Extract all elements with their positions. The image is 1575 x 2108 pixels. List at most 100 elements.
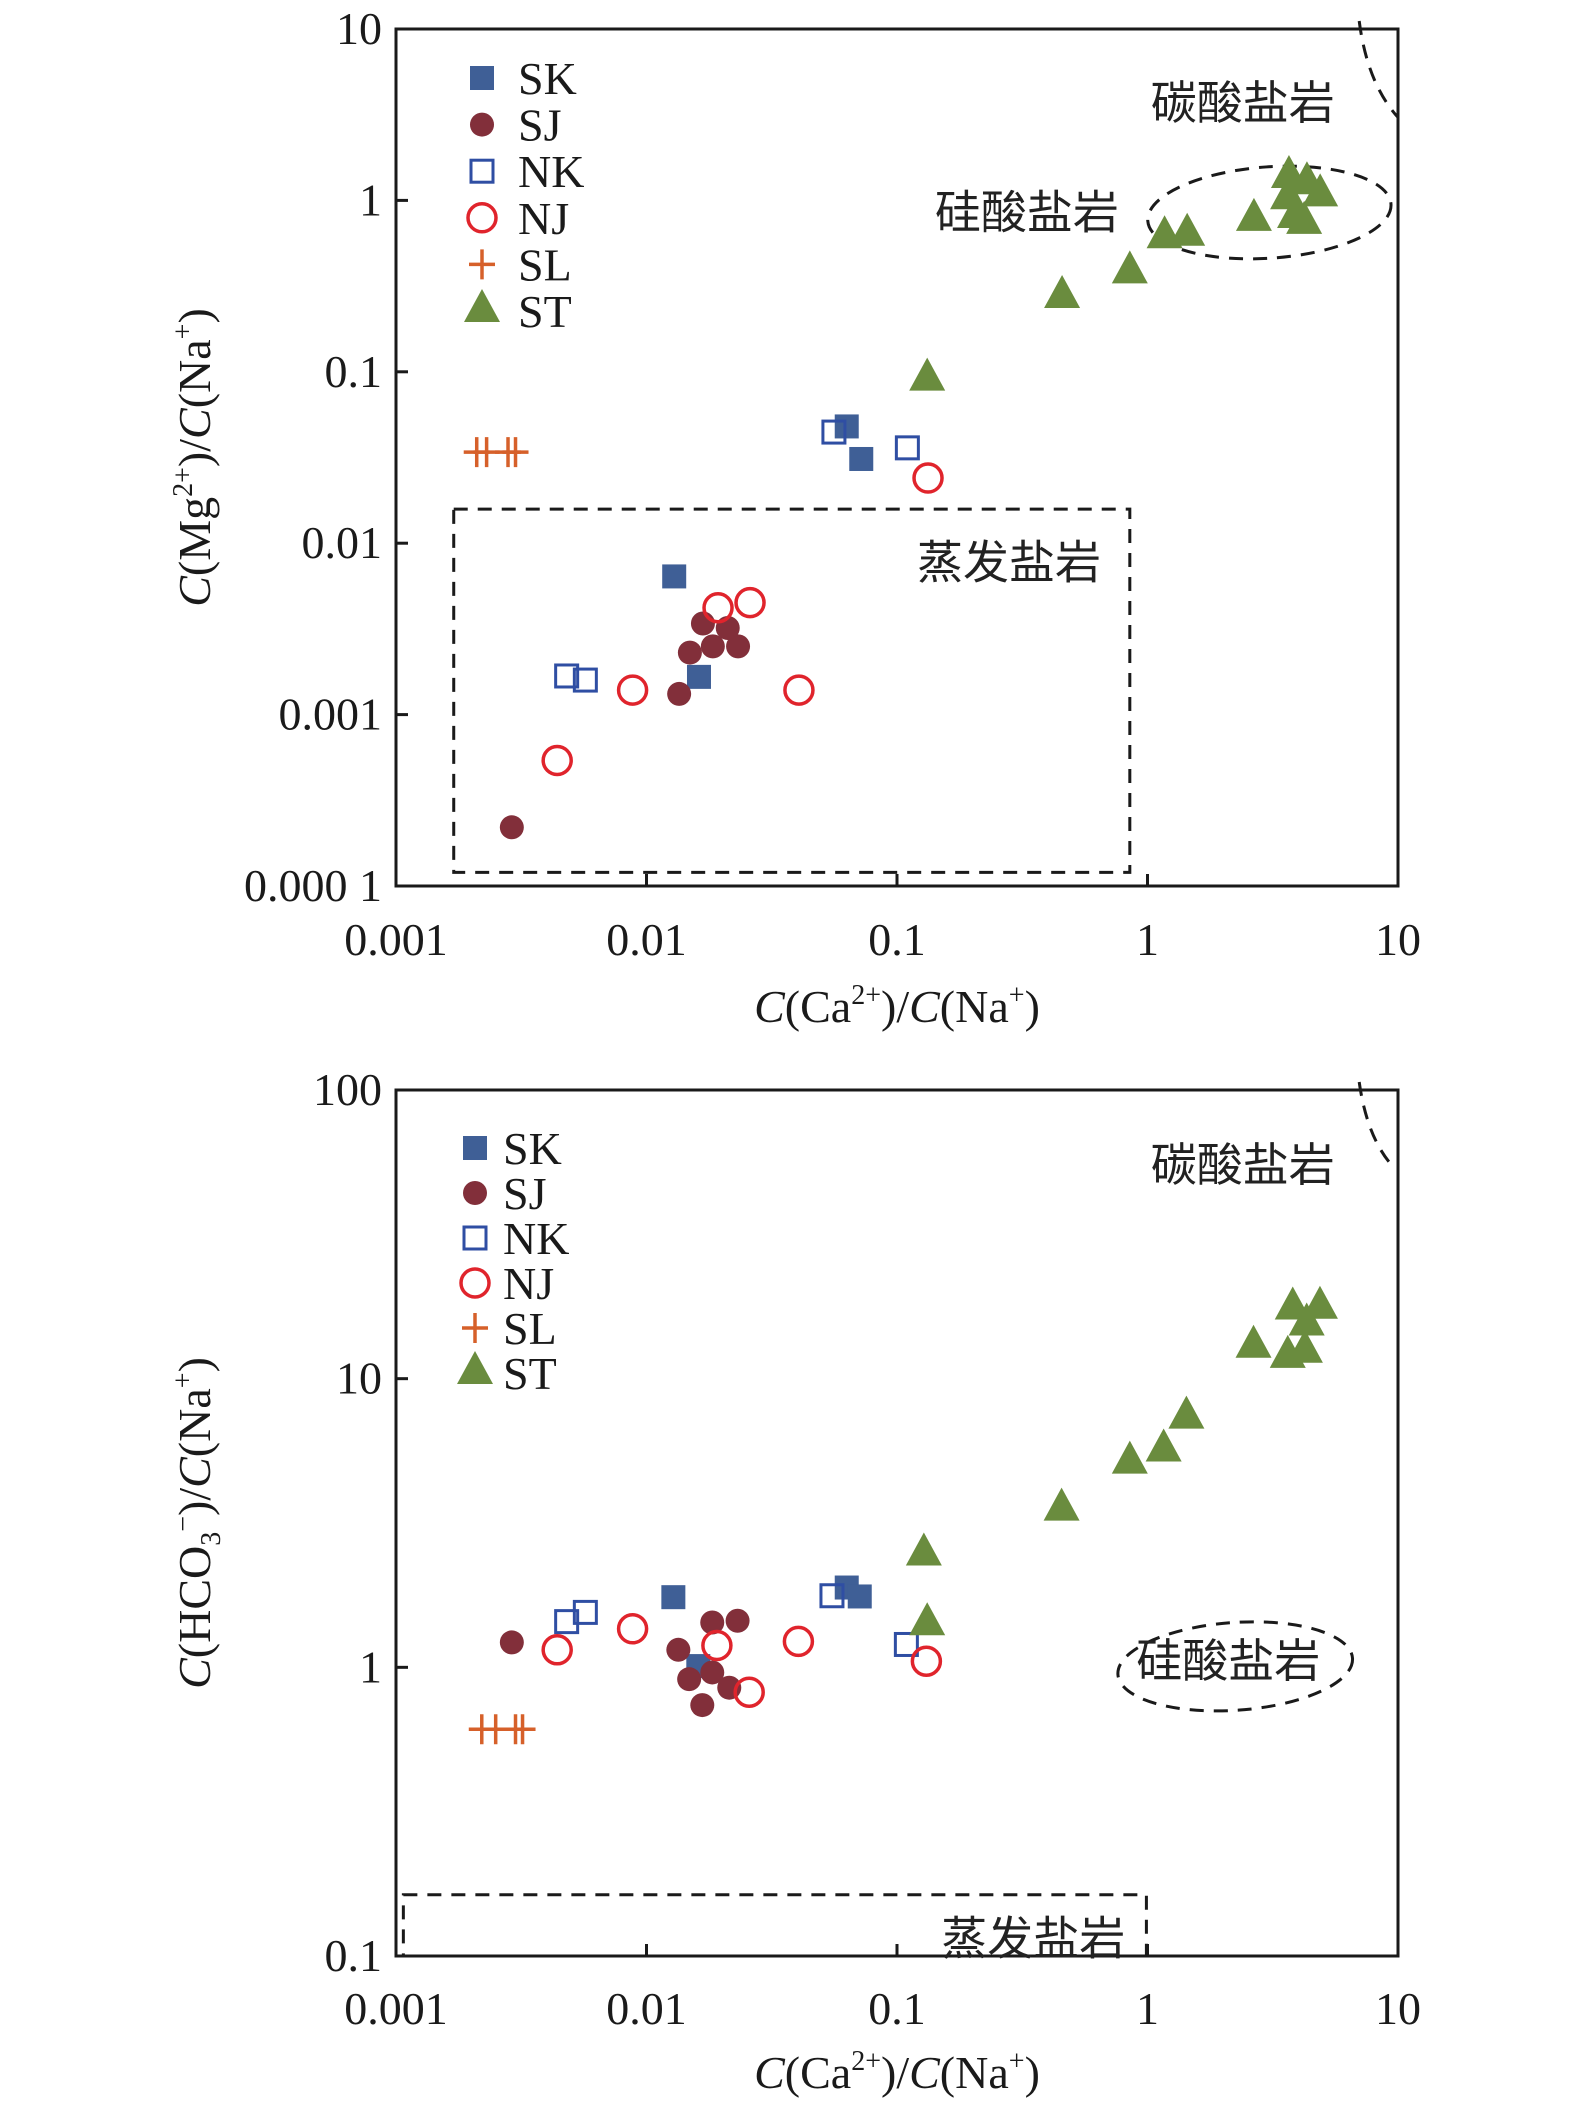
y-tick-label: 1 <box>359 1641 382 1692</box>
point-nj <box>541 1634 573 1666</box>
point-sl <box>502 437 529 468</box>
point-nj <box>783 674 815 706</box>
legend-marker-sk <box>470 66 494 90</box>
point-sk <box>849 446 874 471</box>
legend-marker-sk <box>463 1136 487 1160</box>
series-nj <box>541 462 944 777</box>
legend-marker-sj <box>470 112 494 137</box>
point-nk <box>554 1609 580 1635</box>
point-sj <box>726 634 751 659</box>
legend-marker-st <box>464 289 500 322</box>
x-tick-label: 0.01 <box>606 914 687 965</box>
point-st <box>1302 173 1339 207</box>
legend-label-st: ST <box>518 286 572 337</box>
point-st <box>1286 1329 1323 1363</box>
point-st <box>1235 197 1272 231</box>
point-st <box>1043 1487 1080 1521</box>
y-tick-label: 0.001 <box>279 689 383 740</box>
x-tick-label: 0.001 <box>344 914 448 965</box>
y-tick-label: 0.01 <box>302 517 383 568</box>
point-nj <box>912 462 944 494</box>
carbonate-curve <box>1357 1081 1395 1169</box>
point-st <box>1111 250 1148 284</box>
point-nj <box>733 1676 765 1708</box>
point-st <box>909 357 946 391</box>
point-nj <box>616 674 649 706</box>
y-axis-title: C(Mg2+)/C(Na+) <box>168 308 220 607</box>
point-sj <box>499 1630 524 1655</box>
point-nk <box>819 1583 845 1609</box>
silicate-label: 硅酸盐岩 <box>935 185 1119 239</box>
legend-label-nj: NJ <box>503 1258 554 1309</box>
point-sj <box>725 1608 750 1633</box>
legend-label-nk: NK <box>518 146 584 197</box>
legend-label-sk: SK <box>503 1123 562 1174</box>
point-nk <box>821 419 847 445</box>
point-sj <box>677 1667 702 1692</box>
y-tick-label: 1 <box>359 174 382 225</box>
point-sl <box>509 1714 536 1745</box>
point-sk <box>847 1584 872 1609</box>
point-sj <box>700 1660 725 1685</box>
point-sj <box>700 1610 725 1635</box>
series-sk <box>662 414 874 689</box>
point-st <box>1286 200 1323 234</box>
point-nj <box>702 592 734 624</box>
legend-marker-nk <box>462 1225 488 1251</box>
point-sj <box>499 815 524 840</box>
carbonate-curve <box>1357 20 1400 119</box>
evaporite-box <box>452 507 1132 874</box>
point-sj <box>690 1693 715 1718</box>
point-st <box>1169 212 1206 246</box>
point-nk <box>572 1599 598 1625</box>
point-sk <box>686 664 711 689</box>
y-tick-label: 10 <box>336 1353 382 1404</box>
carbonate-label: 碳酸盐岩 <box>1151 76 1335 130</box>
point-sj <box>700 634 725 659</box>
point-st <box>1235 1324 1272 1358</box>
x-tick-label: 0.1 <box>868 1983 926 2034</box>
x-tick-label: 1 <box>1136 1983 1159 2034</box>
point-nj <box>616 1613 649 1645</box>
series-sj <box>499 611 751 840</box>
x-tick-label: 10 <box>1375 914 1421 965</box>
legend-marker-sl <box>462 1313 488 1343</box>
point-nj <box>910 1645 943 1677</box>
series-sj <box>499 1608 750 1718</box>
series-sk <box>661 1575 872 1679</box>
x-axis-title: C(Ca2+)/C(Na+) <box>754 2046 1040 2098</box>
point-nk <box>893 1631 919 1657</box>
point-st <box>1168 1395 1205 1429</box>
legend-marker-nj <box>459 1267 491 1299</box>
legend-marker-sj <box>463 1181 487 1205</box>
series-nj <box>541 1613 943 1708</box>
point-nj <box>782 1625 815 1658</box>
y-tick-label: 0.1 <box>325 1930 383 1981</box>
point-nk <box>894 435 920 461</box>
point-nj <box>701 1629 733 1662</box>
y-tick-label: 0.1 <box>325 346 383 397</box>
series-sl <box>468 1714 536 1745</box>
series-st <box>905 1285 1338 1636</box>
evaporite-box <box>401 1893 1148 1958</box>
legend-label-sl: SL <box>503 1303 557 1354</box>
point-st <box>1044 275 1081 309</box>
point-st <box>909 1602 946 1636</box>
series-nk <box>554 1583 919 1657</box>
silicate-ellipse <box>1116 1620 1355 1713</box>
point-sk <box>661 1585 686 1610</box>
point-sj <box>666 1637 691 1662</box>
y-axis-title: C(HCO3−)/C(Na+) <box>168 1357 227 1689</box>
carbonate-label: 碳酸盐岩 <box>1151 1138 1335 1192</box>
x-tick-label: 0.001 <box>344 1983 448 2034</box>
silicate-ellipse <box>1146 164 1393 261</box>
series-st <box>909 154 1339 391</box>
point-sj <box>677 640 702 665</box>
legend-label-nj: NJ <box>518 193 569 244</box>
point-st <box>1145 1428 1182 1462</box>
series-sl <box>463 437 529 468</box>
point-st <box>905 1532 942 1566</box>
